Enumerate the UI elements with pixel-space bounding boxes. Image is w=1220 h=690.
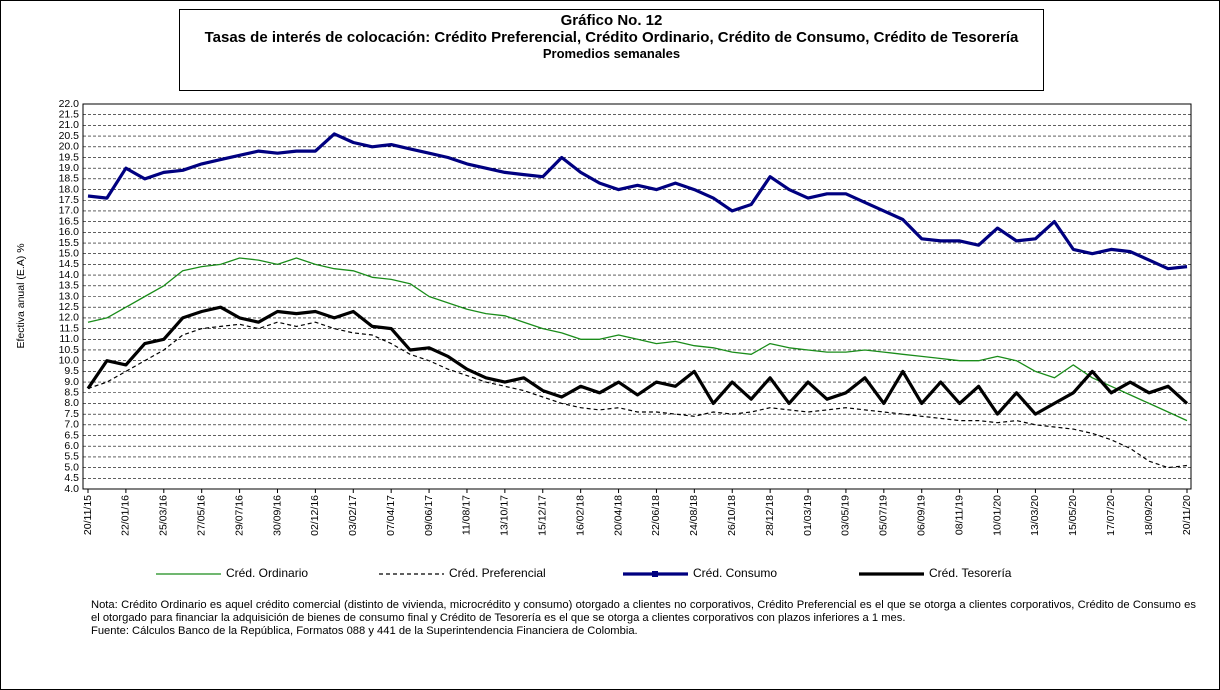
x-tick-label: 22/06/18 — [650, 495, 662, 536]
y-tick-label: 6.5 — [64, 429, 79, 441]
x-tick-label: 26/10/18 — [726, 495, 738, 536]
legend-label: Créd. Consumo — [693, 566, 777, 580]
x-tick-label: 17/07/20 — [1105, 495, 1117, 536]
x-tick-label: 22/01/16 — [120, 495, 132, 536]
y-tick-label: 16.5 — [59, 215, 80, 227]
x-tick-label: 02/12/16 — [309, 495, 321, 536]
y-tick-label: 17.0 — [59, 205, 80, 217]
x-tick-label: 30/09/16 — [271, 495, 283, 536]
x-tick-label: 08/11/19 — [953, 495, 965, 535]
x-tick-label: 24/08/18 — [688, 495, 700, 536]
x-tick-label: 28/12/18 — [764, 495, 776, 536]
y-tick-label: 7.0 — [64, 419, 79, 431]
y-tick-label: 11.0 — [59, 333, 79, 345]
x-tick-label: 20/11/20 — [1181, 495, 1193, 535]
y-tick-label: 15.5 — [59, 237, 80, 249]
y-tick-label: 19.5 — [59, 151, 80, 163]
chart-subtitle: Tasas de interés de colocación: Crédito … — [204, 29, 1019, 46]
y-tick-label: 9.5 — [64, 365, 79, 377]
y-tick-label: 16.0 — [59, 226, 80, 238]
x-tick-label: 13/03/20 — [1029, 495, 1041, 536]
x-tick-label: 10/01/20 — [991, 495, 1003, 536]
legend-marker — [652, 571, 658, 577]
x-tick-label: 20/04/18 — [612, 495, 624, 536]
x-tick-label: 03/02/17 — [347, 495, 359, 536]
chart-title: Gráfico No. 12 — [560, 12, 663, 29]
y-tick-label: 22.0 — [59, 98, 80, 110]
y-tick-label: 19.0 — [59, 162, 80, 174]
y-tick-label: 10.0 — [59, 354, 80, 366]
y-tick-label: 21.5 — [59, 108, 80, 120]
y-tick-label: 12.5 — [59, 301, 80, 313]
note: Nota: Crédito Ordinario es aquel crédito… — [91, 599, 1196, 624]
x-tick-label: 18/09/20 — [1143, 495, 1155, 536]
x-tick-label: 15/05/20 — [1067, 495, 1079, 536]
x-tick-label: 29/07/16 — [233, 495, 245, 536]
x-tick-label: 13/10/17 — [499, 495, 511, 536]
notes: Nota: Crédito Ordinario es aquel crédito… — [91, 599, 1196, 638]
legend-label: Créd. Tesorería — [929, 566, 1012, 580]
y-tick-label: 10.5 — [59, 344, 80, 356]
x-tick-label: 05/07/19 — [878, 495, 890, 536]
x-tick-label: 01/03/19 — [802, 495, 814, 536]
y-tick-label: 9.0 — [64, 376, 79, 388]
x-tick-label: 03/05/19 — [840, 495, 852, 536]
y-tick-label: 4.0 — [64, 483, 79, 495]
x-tick-label: 15/12/17 — [537, 495, 549, 536]
chart-subtitle: Promedios semanales — [542, 46, 681, 61]
x-tick-label: 07/04/17 — [385, 495, 397, 536]
x-tick-label: 27/05/16 — [195, 495, 207, 536]
y-tick-label: 18.0 — [59, 183, 80, 195]
y-tick-label: 13.5 — [59, 280, 80, 292]
y-tick-label: 15.0 — [59, 248, 80, 260]
y-tick-label: 4.5 — [64, 472, 79, 484]
y-tick-label: 14.5 — [59, 258, 80, 270]
y-tick-label: 20.0 — [59, 141, 80, 153]
series-line — [87, 321, 1188, 469]
x-tick-label: 16/02/18 — [574, 495, 586, 536]
y-tick-label: 11.5 — [59, 322, 79, 334]
y-tick-label: 18.5 — [59, 173, 80, 185]
y-tick-label: 13.0 — [59, 290, 80, 302]
y-axis-label: Efectiva anual (E.A) % — [15, 243, 27, 348]
y-tick-label: 8.5 — [64, 387, 79, 399]
y-tick-label: 5.0 — [64, 461, 79, 473]
title-box: Gráfico No. 12 Tasas de interés de coloc… — [179, 9, 1044, 91]
source: Fuente: Cálculos Banco de la República, … — [91, 625, 638, 637]
legend-label: Créd. Ordinario — [226, 566, 308, 580]
x-tick-label: 11/08/17 — [461, 495, 473, 535]
x-tick-label: 25/03/16 — [158, 495, 170, 536]
x-tick-label: 09/06/17 — [423, 495, 435, 536]
series-line — [87, 257, 1188, 422]
y-tick-label: 8.0 — [64, 397, 79, 409]
legend-label: Créd. Preferencial — [449, 566, 546, 580]
plot-frame — [82, 103, 1192, 490]
y-tick-label: 7.5 — [64, 408, 79, 420]
y-tick-label: 5.5 — [64, 451, 79, 463]
y-tick-label: 21.0 — [59, 119, 80, 131]
series-line — [86, 305, 1189, 416]
series-line — [87, 132, 1188, 271]
y-tick-label: 12.0 — [59, 312, 80, 324]
y-tick-label: 6.0 — [64, 440, 79, 452]
x-tick-label: 20/11/15 — [82, 495, 94, 535]
x-tick-label: 06/09/19 — [916, 495, 928, 536]
y-tick-label: 14.0 — [59, 269, 80, 281]
y-tick-label: 17.5 — [59, 194, 80, 206]
y-tick-label: 20.5 — [59, 130, 80, 142]
